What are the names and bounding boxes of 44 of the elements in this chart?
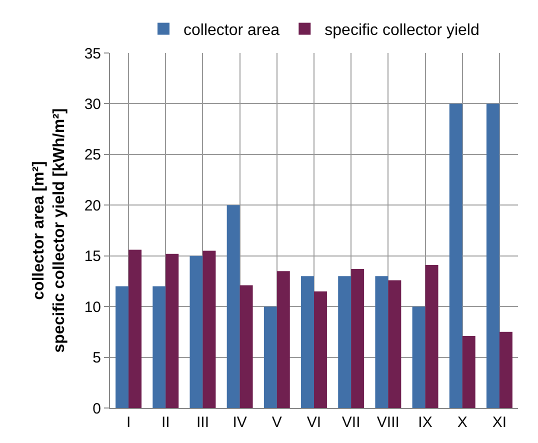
x-tick-label: VIII <box>376 414 400 431</box>
x-tick-label: XI <box>492 414 507 431</box>
bar <box>462 336 476 408</box>
bar <box>152 286 166 408</box>
y-tick-label: 0 <box>92 400 101 418</box>
y-tick-label: 15 <box>84 248 101 266</box>
bar <box>190 256 203 408</box>
y-tick-label: 25 <box>84 146 101 164</box>
bar <box>166 254 179 408</box>
x-tick-label: II <box>161 414 170 431</box>
bar <box>338 276 352 408</box>
y-tick-label: 35 <box>84 45 101 62</box>
legend-label: collector area <box>184 22 280 40</box>
bar <box>276 271 290 408</box>
bar <box>449 104 462 408</box>
y-tick-label: 30 <box>84 96 101 113</box>
bar <box>351 269 364 408</box>
bar <box>314 291 327 408</box>
bar <box>202 250 216 408</box>
x-tick-label: IV <box>232 414 247 431</box>
x-tick-label: VI <box>306 414 322 431</box>
bar <box>240 285 253 408</box>
bar <box>425 264 438 408</box>
bar <box>499 332 512 408</box>
y-tick-label: 20 <box>84 197 101 214</box>
x-tick-label: VII <box>342 414 360 431</box>
x-tick-label: III <box>196 414 209 431</box>
bar <box>264 306 277 408</box>
bar <box>388 280 402 408</box>
bar <box>226 205 240 408</box>
legend-label: specific collector yield <box>324 22 480 40</box>
y-tick-label: 5 <box>92 350 101 367</box>
x-tick-label: I <box>126 414 131 431</box>
bar <box>412 306 426 408</box>
x-tick-label: IX <box>418 414 432 431</box>
y-tick-label: 10 <box>84 298 101 316</box>
x-tick-label: V <box>272 414 282 431</box>
bar <box>128 250 142 408</box>
y-axis-title: collector area [m²] specific collector yield [kWh/m²] <box>30 108 68 353</box>
bar <box>375 276 388 408</box>
bar <box>301 276 314 408</box>
bar <box>486 104 500 408</box>
x-tick-label: X <box>457 414 468 431</box>
bar <box>116 286 129 408</box>
